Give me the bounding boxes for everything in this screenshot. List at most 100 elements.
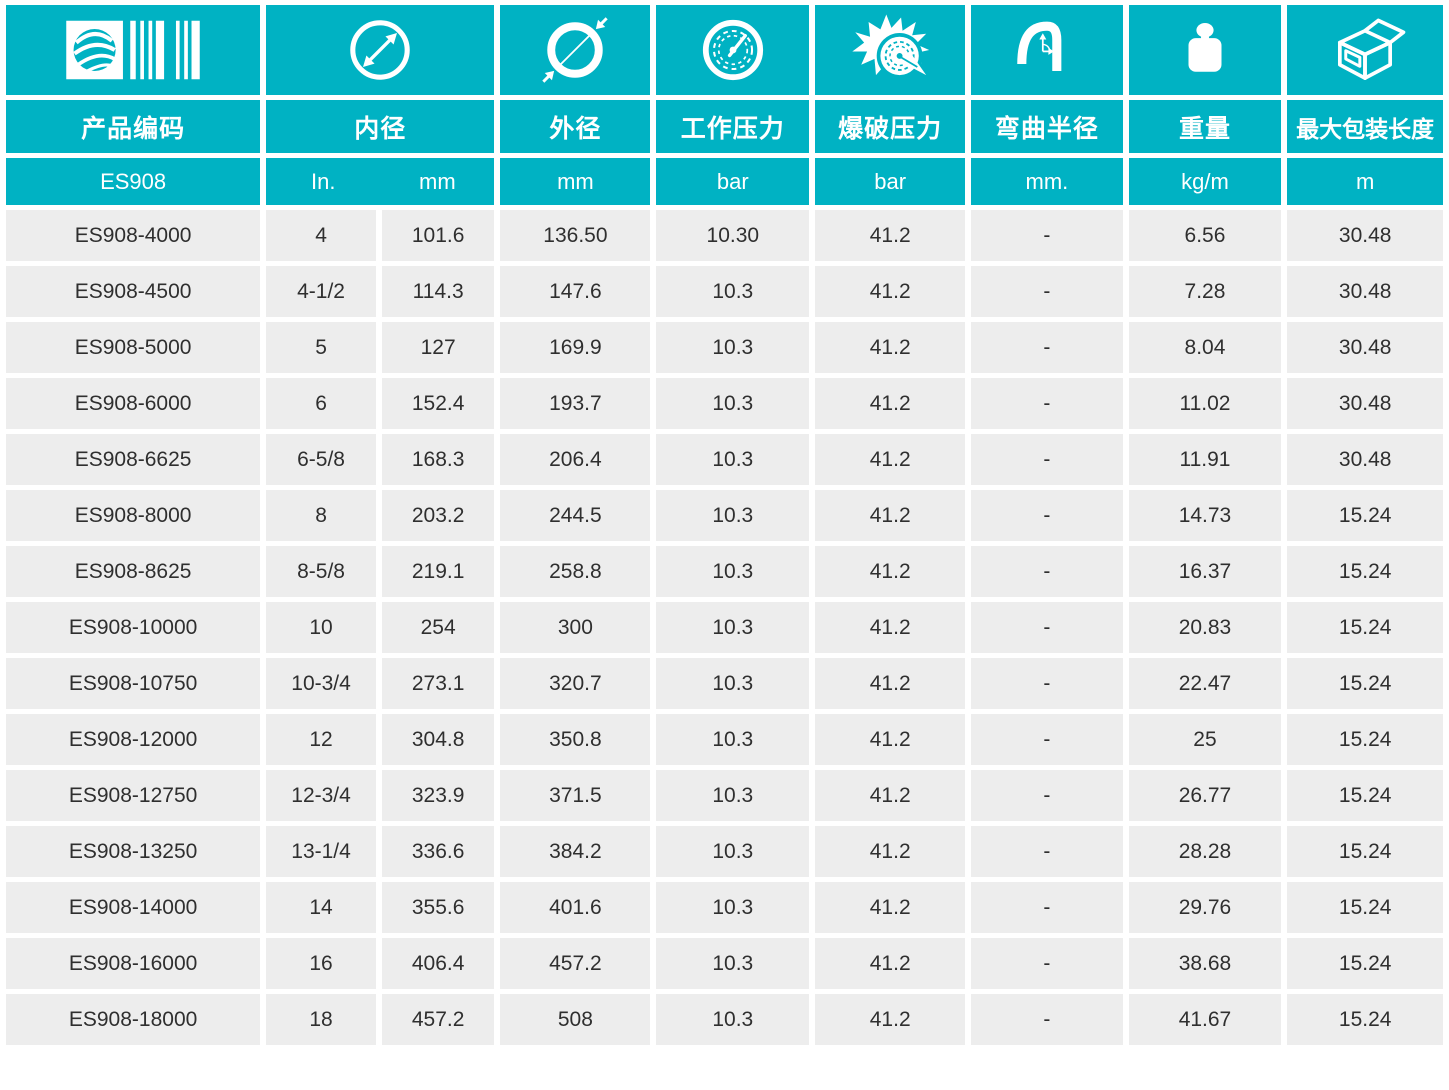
cell-inner-diameter-in: 14 <box>266 882 376 933</box>
cell-inner-diameter-in: 12-3/4 <box>266 770 376 821</box>
unit-burst-pressure: bar <box>815 158 966 205</box>
cell-bend-radius-mm: - <box>971 714 1123 765</box>
cell-inner-diameter-mm: 219.1 <box>381 546 495 597</box>
cell-product-code: ES908-4500 <box>6 266 261 317</box>
cell-product-code: ES908-14000 <box>6 882 261 933</box>
table-row: ES908-12750 12-3/4 323.9 371.5 10.3 41.2… <box>6 770 1443 821</box>
cell-bend-radius-mm: - <box>971 882 1123 933</box>
cell-inner-diameter-mm: 152.4 <box>381 378 495 429</box>
cell-working-pressure-bar: 10.3 <box>656 882 810 933</box>
cell-burst-pressure-bar: 41.2 <box>815 602 966 653</box>
cell-inner-diameter-in: 18 <box>266 994 376 1045</box>
cell-bend-radius-mm: - <box>971 378 1123 429</box>
unit-weight: kg/m <box>1128 158 1282 205</box>
table-row: ES908-12000 12 304.8 350.8 10.3 41.2 - 2… <box>6 714 1443 765</box>
cell-working-pressure-bar: 10.3 <box>656 546 810 597</box>
cell-bend-radius-mm: - <box>971 434 1123 485</box>
cell-burst-pressure-bar: 41.2 <box>815 210 966 261</box>
cell-product-code: ES908-16000 <box>6 938 261 989</box>
cell-working-pressure-bar: 10.3 <box>656 938 810 989</box>
unit-working-pressure: bar <box>656 158 810 205</box>
cell-outer-diameter-mm: 136.50 <box>500 210 651 261</box>
cell-working-pressure-bar: 10.3 <box>656 826 810 877</box>
cell-weight-kg-m: 25 <box>1128 714 1282 765</box>
cell-burst-pressure-bar: 41.2 <box>815 994 966 1045</box>
series-code: ES908 <box>6 158 261 205</box>
cell-working-pressure-bar: 10.3 <box>656 378 810 429</box>
cell-inner-diameter-in: 13-1/4 <box>266 826 376 877</box>
cell-burst-pressure-bar: 41.2 <box>815 378 966 429</box>
cell-product-code: ES908-12000 <box>6 714 261 765</box>
table-row: ES908-4500 4-1/2 114.3 147.6 10.3 41.2 -… <box>6 266 1443 317</box>
cell-burst-pressure-bar: 41.2 <box>815 826 966 877</box>
cell-inner-diameter-in: 4 <box>266 210 376 261</box>
cell-inner-diameter-in: 8 <box>266 490 376 541</box>
cell-inner-diameter-mm: 127 <box>381 322 495 373</box>
cell-max-package-length-m: 15.24 <box>1287 546 1443 597</box>
cell-bend-radius-mm: - <box>971 210 1123 261</box>
table-row: ES908-8625 8-5/8 219.1 258.8 10.3 41.2 -… <box>6 546 1443 597</box>
cell-weight-kg-m: 11.02 <box>1128 378 1282 429</box>
cell-bend-radius-mm: - <box>971 994 1123 1045</box>
cell-outer-diameter-mm: 384.2 <box>500 826 651 877</box>
table-row: ES908-16000 16 406.4 457.2 10.3 41.2 - 3… <box>6 938 1443 989</box>
cell-burst-pressure-bar: 41.2 <box>815 938 966 989</box>
working-pressure-gauge-icon <box>656 5 810 95</box>
cell-product-code: ES908-18000 <box>6 994 261 1045</box>
cell-outer-diameter-mm: 508 <box>500 994 651 1045</box>
cell-inner-diameter-in: 10-3/4 <box>266 658 376 709</box>
cell-inner-diameter-mm: 254 <box>381 602 495 653</box>
column-header-max-package-length: 最大包装长度 <box>1287 100 1443 153</box>
cell-inner-diameter-mm: 304.8 <box>381 714 495 765</box>
unit-bend-radius: mm. <box>971 158 1123 205</box>
cell-max-package-length-m: 15.24 <box>1287 658 1443 709</box>
inner-diameter-icon <box>266 5 495 95</box>
burst-pressure-gauge-icon <box>815 5 966 95</box>
cell-outer-diameter-mm: 193.7 <box>500 378 651 429</box>
cell-burst-pressure-bar: 41.2 <box>815 546 966 597</box>
cell-outer-diameter-mm: 401.6 <box>500 882 651 933</box>
cell-working-pressure-bar: 10.3 <box>656 266 810 317</box>
cell-inner-diameter-in: 16 <box>266 938 376 989</box>
cell-bend-radius-mm: - <box>971 266 1123 317</box>
table-body: ES908-4000 4 101.6 136.50 10.30 41.2 - 6… <box>6 210 1443 1045</box>
table-row: ES908-4000 4 101.6 136.50 10.30 41.2 - 6… <box>6 210 1443 261</box>
cell-bend-radius-mm: - <box>971 322 1123 373</box>
cell-burst-pressure-bar: 41.2 <box>815 266 966 317</box>
cell-burst-pressure-bar: 41.2 <box>815 322 966 373</box>
cell-product-code: ES908-8000 <box>6 490 261 541</box>
cell-weight-kg-m: 20.83 <box>1128 602 1282 653</box>
cell-working-pressure-bar: 10.30 <box>656 210 810 261</box>
cell-outer-diameter-mm: 258.8 <box>500 546 651 597</box>
cell-bend-radius-mm: - <box>971 938 1123 989</box>
cell-outer-diameter-mm: 206.4 <box>500 434 651 485</box>
cell-max-package-length-m: 30.48 <box>1287 322 1443 373</box>
package-box-icon <box>1287 5 1443 95</box>
cell-inner-diameter-mm: 336.6 <box>381 826 495 877</box>
cell-weight-kg-m: 16.37 <box>1128 546 1282 597</box>
cell-outer-diameter-mm: 244.5 <box>500 490 651 541</box>
cell-bend-radius-mm: - <box>971 546 1123 597</box>
cell-inner-diameter-in: 12 <box>266 714 376 765</box>
cell-working-pressure-bar: 10.3 <box>656 714 810 765</box>
cell-max-package-length-m: 15.24 <box>1287 714 1443 765</box>
cell-burst-pressure-bar: 41.2 <box>815 770 966 821</box>
cell-inner-diameter-mm: 355.6 <box>381 882 495 933</box>
column-header-burst-pressure: 爆破压力 <box>815 100 966 153</box>
cell-burst-pressure-bar: 41.2 <box>815 658 966 709</box>
globe-barcode-icon <box>6 5 261 95</box>
unit-inner-diameter: In. mm <box>266 158 495 205</box>
cell-inner-diameter-in: 10 <box>266 602 376 653</box>
cell-working-pressure-bar: 10.3 <box>656 602 810 653</box>
cell-inner-diameter-in: 4-1/2 <box>266 266 376 317</box>
cell-burst-pressure-bar: 41.2 <box>815 434 966 485</box>
cell-inner-diameter-mm: 273.1 <box>381 658 495 709</box>
cell-inner-diameter-mm: 323.9 <box>381 770 495 821</box>
table-row: ES908-14000 14 355.6 401.6 10.3 41.2 - 2… <box>6 882 1443 933</box>
table-row: ES908-6000 6 152.4 193.7 10.3 41.2 - 11.… <box>6 378 1443 429</box>
cell-product-code: ES908-10000 <box>6 602 261 653</box>
cell-max-package-length-m: 15.24 <box>1287 938 1443 989</box>
unit-max-package-length: m <box>1287 158 1443 205</box>
cell-max-package-length-m: 30.48 <box>1287 266 1443 317</box>
cell-inner-diameter-in: 6 <box>266 378 376 429</box>
